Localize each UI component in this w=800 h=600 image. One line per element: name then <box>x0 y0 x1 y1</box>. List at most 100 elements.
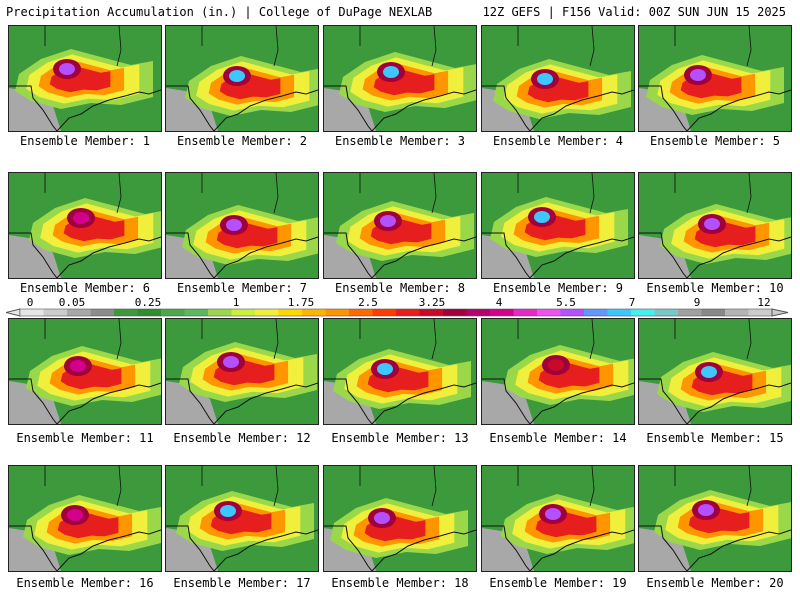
peak-accumulation <box>548 359 564 371</box>
peak-accumulation <box>690 69 706 81</box>
header-run-info: 12Z GEFS | F156 Valid: 00Z SUN JUN 15 20… <box>482 5 786 19</box>
colorbar-segment <box>231 309 256 316</box>
dry-region <box>166 528 218 571</box>
dry-region <box>324 235 376 278</box>
peak-accumulation <box>73 212 89 224</box>
colorbar-segment <box>537 309 561 316</box>
colorbar-segment <box>513 309 538 316</box>
dry-region <box>9 235 61 278</box>
member-label: Ensemble Member: 18 <box>331 576 469 590</box>
dry-region <box>166 381 218 424</box>
coastline <box>639 232 791 278</box>
peak-accumulation <box>223 356 239 368</box>
coastline <box>324 85 476 131</box>
peak-accumulation <box>537 73 553 85</box>
state-border <box>201 466 279 507</box>
state-border <box>359 319 437 360</box>
dry-region <box>9 381 61 424</box>
dry-region <box>9 88 61 131</box>
ensemble-map-panel <box>481 318 635 425</box>
state-border <box>517 26 595 67</box>
ensemble-map-panel <box>481 25 635 132</box>
dry-region <box>324 88 376 131</box>
colorbar-segment <box>349 309 373 316</box>
precipitation-map <box>166 26 318 131</box>
ensemble-map-panel <box>323 465 477 572</box>
member-label: Ensemble Member: 10 <box>646 281 784 295</box>
member-label: Ensemble Member: 17 <box>173 576 311 590</box>
dry-region <box>9 528 61 571</box>
coastline <box>482 232 634 278</box>
member-label: Ensemble Member: 5 <box>649 134 781 148</box>
member-label: Ensemble Member: 4 <box>492 134 624 148</box>
peak-accumulation <box>226 219 242 231</box>
peak-accumulation <box>70 360 86 372</box>
coastline <box>9 232 161 278</box>
member-label: Ensemble Member: 2 <box>176 134 308 148</box>
peak-accumulation <box>220 505 236 517</box>
ensemble-map-panel <box>8 172 162 279</box>
colorbar-tick-label: 9 <box>694 296 701 309</box>
peak-accumulation <box>704 218 720 230</box>
coastline <box>9 378 161 424</box>
state-border <box>201 26 279 67</box>
precipitation-map <box>482 319 634 424</box>
state-border <box>44 319 122 360</box>
colorbar-segment <box>560 309 585 316</box>
coastline <box>166 525 318 571</box>
member-label: Ensemble Member: 3 <box>334 134 466 148</box>
colorbar-segment <box>396 309 420 316</box>
ensemble-map-panel <box>638 465 792 572</box>
colorbar-tick-label: 0.25 <box>135 296 162 309</box>
coastline <box>639 378 791 424</box>
precipitation-map <box>166 466 318 571</box>
ensemble-map-panel <box>323 318 477 425</box>
colorbar-segment <box>607 309 632 316</box>
state-border <box>359 466 437 507</box>
colorbar-tick-label: 4 <box>496 296 503 309</box>
peak-accumulation <box>698 504 714 516</box>
peak-accumulation <box>383 66 399 78</box>
precipitation-map <box>324 466 476 571</box>
colorbar-segment <box>631 309 655 316</box>
coastline <box>166 85 318 131</box>
precipitation-map <box>9 319 161 424</box>
member-label: Ensemble Member: 15 <box>646 431 784 445</box>
coastline <box>482 525 634 571</box>
colorbar-segment <box>161 309 185 316</box>
peak-accumulation <box>380 215 396 227</box>
colorbar-tick-label: 0 <box>27 296 34 309</box>
precipitation-map <box>639 173 791 278</box>
state-border <box>674 319 752 360</box>
state-border <box>674 173 752 214</box>
coastline <box>166 378 318 424</box>
colorbar-segment <box>725 309 749 316</box>
state-border <box>517 466 595 507</box>
precipitation-map <box>9 26 161 131</box>
colorbar-segment <box>490 309 514 316</box>
dry-region <box>166 88 218 131</box>
dry-region <box>166 235 218 278</box>
state-border <box>201 173 279 214</box>
coastline <box>166 232 318 278</box>
member-label: Ensemble Member: 6 <box>19 281 151 295</box>
coastline <box>639 525 791 571</box>
colorbar-segment <box>443 309 467 316</box>
peak-accumulation <box>534 211 550 223</box>
ensemble-map-panel <box>8 465 162 572</box>
dry-region <box>482 235 534 278</box>
colorbar-segment <box>137 309 162 316</box>
colorbar-segment <box>67 309 91 316</box>
precipitation-map <box>166 173 318 278</box>
member-label: Ensemble Member: 7 <box>176 281 308 295</box>
state-border <box>517 319 595 360</box>
coastline <box>482 85 634 131</box>
colorbar-max-arrow <box>771 308 789 317</box>
dry-region <box>482 381 534 424</box>
coastline <box>324 232 476 278</box>
colorbar-segment <box>372 309 397 316</box>
member-label: Ensemble Member: 1 <box>19 134 151 148</box>
precipitation-map <box>9 466 161 571</box>
colorbar-svg: 0 0.05 0.25 1 1.75 2.5 3.25 4 5.5 7 9 12 <box>6 296 789 317</box>
state-border <box>517 173 595 214</box>
